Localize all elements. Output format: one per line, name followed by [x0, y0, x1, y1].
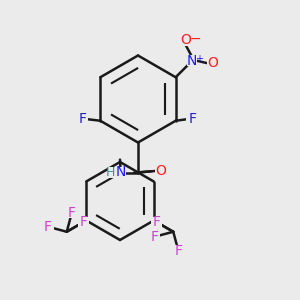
Bar	[78, 217, 89, 227]
Text: O: O	[207, 56, 218, 70]
Text: F: F	[80, 215, 88, 229]
Bar	[186, 113, 198, 125]
Text: F: F	[150, 230, 158, 244]
Text: F: F	[174, 244, 182, 258]
Text: −: −	[189, 32, 201, 46]
Bar	[108, 167, 126, 178]
Bar	[66, 208, 77, 218]
Text: N: N	[116, 166, 126, 179]
Text: +: +	[195, 54, 203, 64]
Bar	[172, 245, 184, 256]
Bar	[207, 57, 218, 69]
Bar	[155, 165, 166, 177]
Bar	[42, 221, 54, 232]
Text: F: F	[68, 206, 76, 220]
Text: O: O	[155, 164, 166, 178]
Text: H: H	[106, 166, 116, 179]
Bar	[149, 231, 160, 242]
Bar	[187, 56, 197, 66]
Text: F: F	[152, 215, 160, 229]
Bar	[76, 113, 88, 125]
Text: F: F	[44, 220, 52, 234]
Text: N: N	[187, 54, 197, 68]
Bar	[180, 34, 191, 46]
Text: O: O	[180, 33, 191, 47]
Bar	[151, 217, 162, 227]
Text: F: F	[188, 112, 196, 126]
Text: F: F	[78, 112, 86, 126]
